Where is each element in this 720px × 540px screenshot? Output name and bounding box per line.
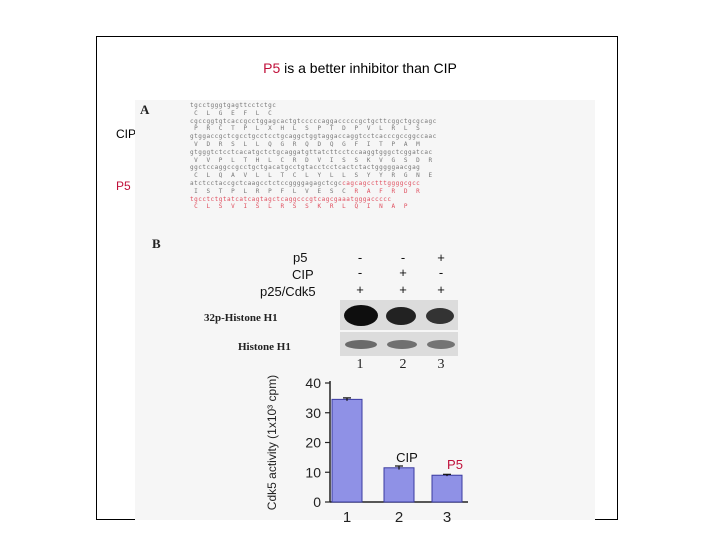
- blot-32p-histone: [340, 300, 458, 330]
- panel-a-label: A: [140, 102, 150, 117]
- condition-sign: +: [437, 282, 445, 297]
- blot-band: [344, 305, 378, 326]
- sequence-block: tgcctgggtgagttcctctgc C L G E F L C cgcc…: [190, 102, 437, 211]
- blot-label-histone: Histone H1: [238, 341, 291, 353]
- blot-histone: [340, 332, 458, 356]
- condition-label-cip: CIP: [292, 267, 314, 282]
- title-rest: is a better inhibitor than CIP: [280, 60, 457, 76]
- blot-band: [386, 307, 416, 325]
- blot-lane-number: 3: [437, 357, 445, 372]
- blot-lane-number: 2: [399, 357, 407, 372]
- condition-label-p25-cdk5: p25/Cdk5: [260, 284, 316, 299]
- blot-lane-number: 1: [356, 357, 364, 372]
- side-label-cip: CIP: [116, 127, 137, 141]
- condition-sign: -: [400, 250, 406, 265]
- condition-sign: -: [357, 265, 363, 280]
- condition-sign: +: [399, 265, 407, 280]
- blot-band: [427, 340, 455, 349]
- blot-band: [387, 340, 417, 349]
- blot-label-32p-histone: 32p-Histone H1: [204, 312, 278, 324]
- blot-band: [426, 308, 454, 324]
- condition-sign: -: [357, 250, 363, 265]
- condition-sign: +: [399, 282, 407, 297]
- condition-sign: +: [437, 250, 445, 265]
- slide-title: P5 is a better inhibitor than CIP: [0, 60, 720, 76]
- panel-b-label: B: [152, 236, 161, 251]
- condition-sign: +: [356, 282, 364, 297]
- condition-label-p5: p5: [293, 250, 308, 265]
- blot-band: [345, 340, 377, 349]
- side-label-p5: P5: [116, 179, 131, 193]
- title-highlight: P5: [263, 60, 281, 76]
- condition-sign: -: [438, 265, 444, 280]
